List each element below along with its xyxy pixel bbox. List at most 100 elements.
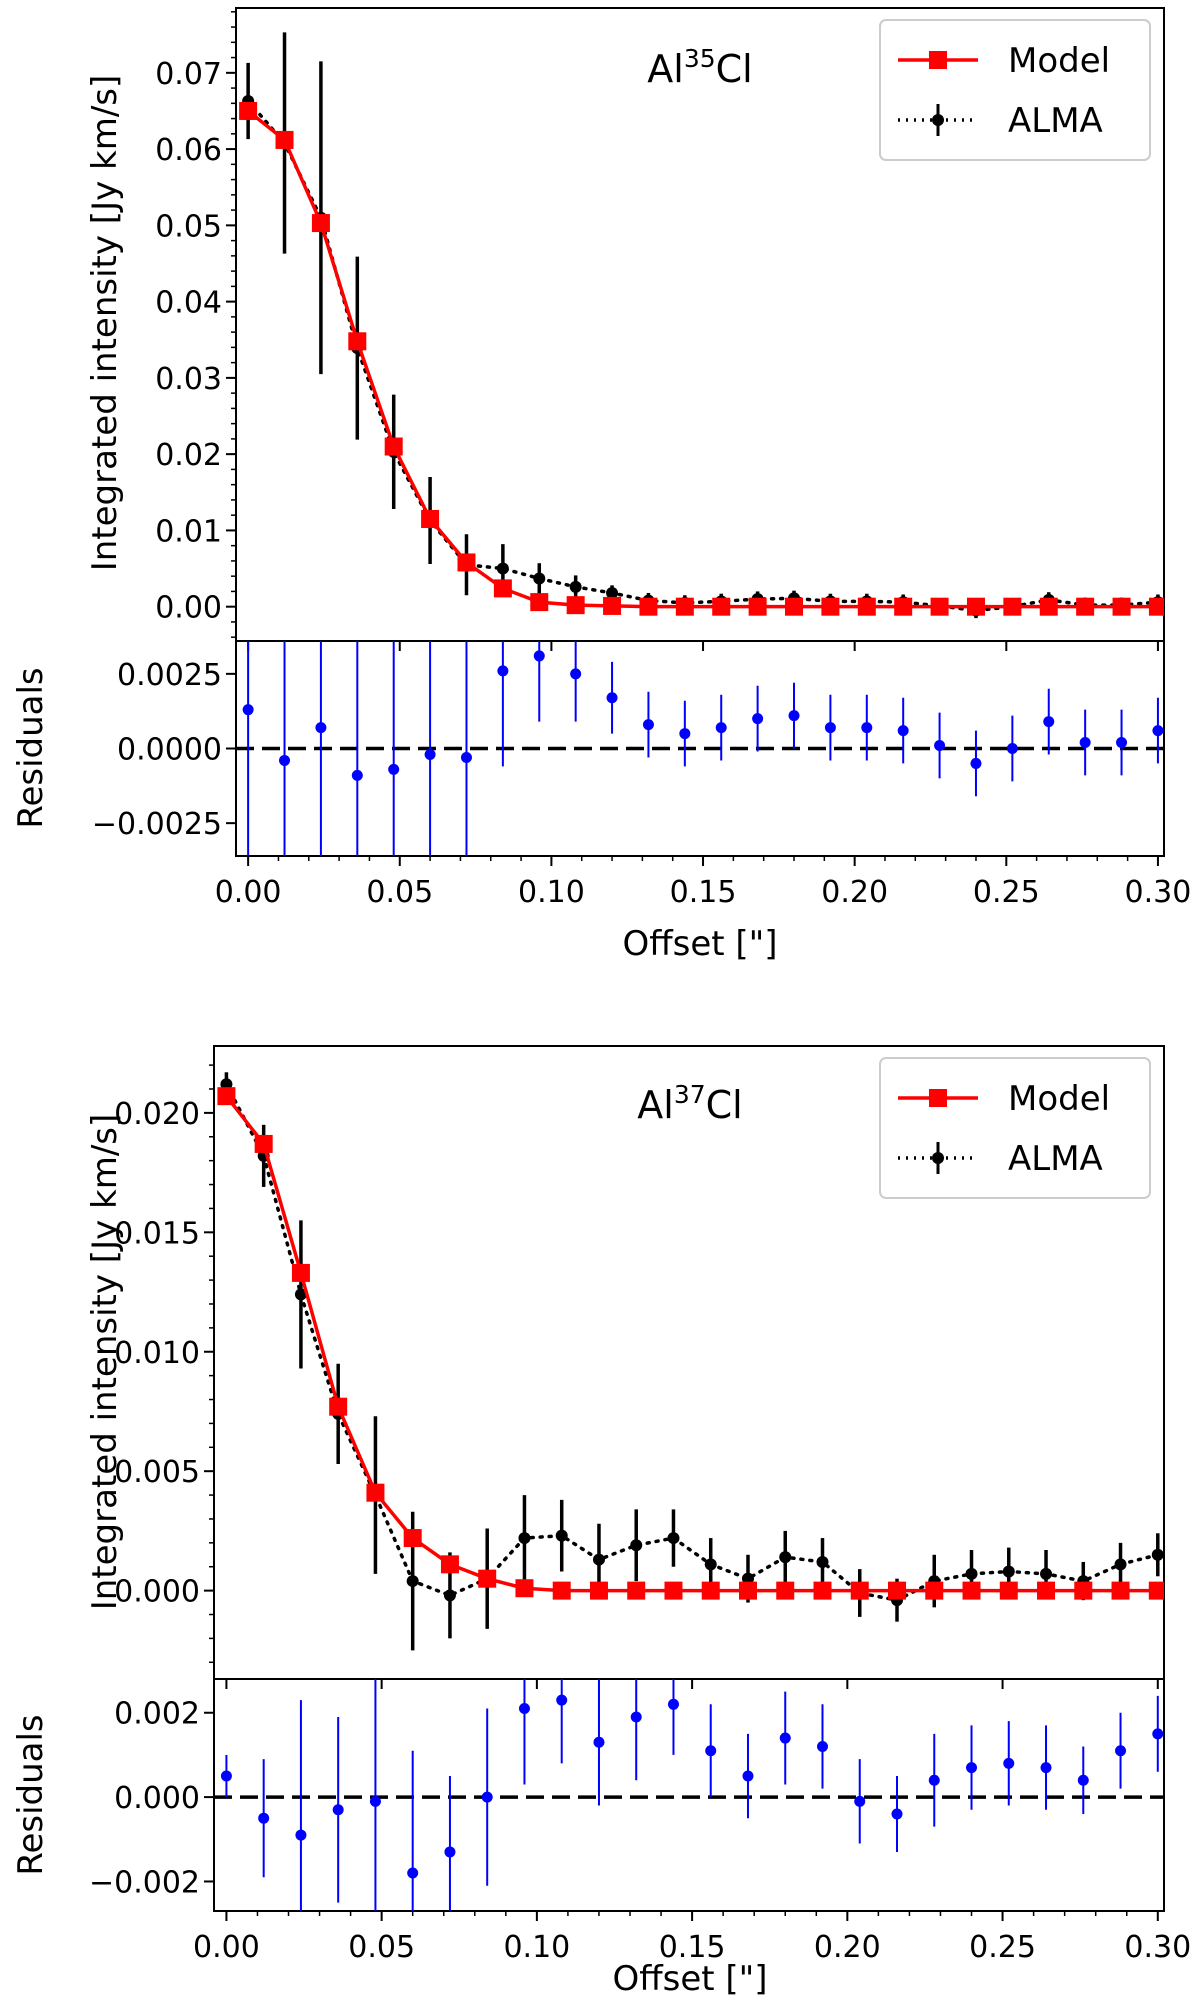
model-point bbox=[888, 1581, 907, 1600]
main-axes: 0.000.010.020.030.040.050.060.07 Al35Cl … bbox=[85, 7, 1165, 651]
residual-point bbox=[824, 722, 836, 734]
model-point bbox=[639, 597, 658, 616]
model-point bbox=[1148, 1581, 1164, 1600]
residual-point bbox=[258, 1812, 270, 1824]
residual-point bbox=[407, 1867, 419, 1879]
model-point bbox=[1037, 1581, 1056, 1600]
model-point bbox=[254, 1134, 273, 1153]
panel-al35cl: 0.000.010.020.030.040.050.060.07 Al35Cl … bbox=[11, 7, 1192, 964]
alma-point bbox=[1114, 1558, 1127, 1571]
x-tick-label: 0.10 bbox=[503, 1930, 570, 1965]
residual-point bbox=[667, 1698, 679, 1710]
model-point bbox=[493, 579, 512, 598]
alma-point bbox=[965, 1567, 978, 1580]
residual-point bbox=[444, 1846, 456, 1858]
model-point bbox=[457, 553, 476, 572]
x-label: Offset ["] bbox=[622, 924, 777, 964]
model-point bbox=[821, 597, 840, 616]
residual-y-tick-label: −0.0025 bbox=[92, 807, 222, 842]
y-tick-label: 0.01 bbox=[155, 514, 222, 549]
y-tick-label: 0.06 bbox=[155, 133, 222, 168]
residual-y-tick-label: −0.002 bbox=[89, 1865, 200, 1900]
residual-point bbox=[642, 719, 654, 731]
residual-point bbox=[705, 1745, 717, 1757]
y-tick-label: 0.04 bbox=[155, 286, 222, 321]
panel-al37cl: 0.000 0.005 0.010 0.015 0.020 Al37Cl Integra… bbox=[11, 1045, 1191, 1999]
model-point bbox=[712, 597, 731, 616]
model-point bbox=[627, 1581, 646, 1600]
y-tick-label: 0.000 bbox=[114, 1575, 200, 1610]
residual-series bbox=[220, 1679, 1164, 1911]
residual-point bbox=[556, 1694, 568, 1706]
model-point bbox=[478, 1569, 497, 1588]
residual-y-label: Residuals bbox=[11, 1714, 51, 1875]
model-point bbox=[403, 1529, 422, 1548]
legend-alma-marker bbox=[932, 1152, 944, 1164]
legend-model-marker bbox=[929, 1089, 947, 1107]
residual-point bbox=[1079, 737, 1091, 749]
residual-point bbox=[970, 757, 982, 769]
model-point bbox=[1074, 1581, 1093, 1600]
residual-point bbox=[460, 751, 472, 763]
main-x-ticks bbox=[247, 641, 1159, 651]
residual-y-tick-label: 0.002 bbox=[114, 1697, 200, 1732]
main-axes: 0.000 0.005 0.010 0.015 0.020 Al37Cl Integra… bbox=[85, 1045, 1165, 1689]
residual-point bbox=[570, 668, 582, 680]
x-tick-label: 0.25 bbox=[969, 1930, 1036, 1965]
legend-model-label: Model bbox=[1008, 41, 1110, 81]
alma-point bbox=[569, 580, 582, 593]
residual-point bbox=[606, 692, 618, 704]
residual-y-label: Residuals bbox=[11, 667, 51, 828]
x-tick-label: 0.00 bbox=[193, 1930, 260, 1965]
y-tick-label: 0.03 bbox=[155, 362, 222, 397]
y-tick-label: 0.020 bbox=[114, 1097, 200, 1132]
y-tick-label: 0.010 bbox=[114, 1336, 200, 1371]
residual-point bbox=[742, 1770, 754, 1782]
residual-x-ticks: 0.00 0.05 0.10 0.15 0.20 0.25 0.30 bbox=[193, 1911, 1191, 1965]
residual-point bbox=[1152, 725, 1164, 737]
model-point bbox=[785, 597, 804, 616]
x-tick-label: 0.15 bbox=[659, 1930, 726, 1965]
x-tick-label: 0.30 bbox=[1125, 875, 1192, 910]
legend-frame bbox=[879, 1057, 1151, 1199]
residual-point bbox=[1077, 1774, 1089, 1786]
alma-point bbox=[496, 562, 509, 575]
molecule-label: Al35Cl bbox=[647, 44, 752, 91]
model-point bbox=[748, 597, 767, 616]
model-point bbox=[813, 1581, 832, 1600]
residual-y-ticks: 0.002 0.000 −0.002 bbox=[89, 1697, 214, 1900]
residual-point bbox=[332, 1804, 344, 1816]
alma-point bbox=[816, 1555, 829, 1568]
x-tick-label: 0.10 bbox=[518, 875, 585, 910]
alma-point bbox=[704, 1558, 717, 1571]
model-point bbox=[566, 596, 585, 615]
alma-point bbox=[1002, 1565, 1015, 1578]
x-tick-label: 0.20 bbox=[814, 1930, 881, 1965]
model-point bbox=[291, 1263, 310, 1282]
alma-line bbox=[246, 99, 1160, 613]
model-point bbox=[421, 509, 440, 528]
legend-alma-label: ALMA bbox=[1008, 1139, 1103, 1179]
model-point bbox=[530, 593, 549, 612]
residual-point bbox=[715, 722, 727, 734]
residual-point bbox=[779, 1732, 791, 1744]
model-point bbox=[348, 332, 367, 351]
model-point bbox=[384, 437, 403, 456]
x-label: Offset ["] bbox=[612, 1959, 767, 1999]
model-point bbox=[1148, 597, 1164, 616]
model-point bbox=[589, 1581, 608, 1600]
residual-point bbox=[788, 710, 800, 722]
residual-point bbox=[424, 748, 436, 760]
x-tick-label: 0.00 bbox=[215, 875, 282, 910]
residual-y-tick-label: 0.000 bbox=[114, 1781, 200, 1816]
residual-point bbox=[388, 763, 400, 775]
alma-point bbox=[667, 1532, 680, 1545]
residual-point bbox=[816, 1740, 828, 1752]
residual-point bbox=[295, 1829, 307, 1841]
model-point bbox=[329, 1397, 348, 1416]
residual-point bbox=[315, 722, 327, 734]
model-point bbox=[962, 1581, 981, 1600]
alma-point bbox=[630, 1539, 643, 1552]
model-point bbox=[552, 1581, 571, 1600]
